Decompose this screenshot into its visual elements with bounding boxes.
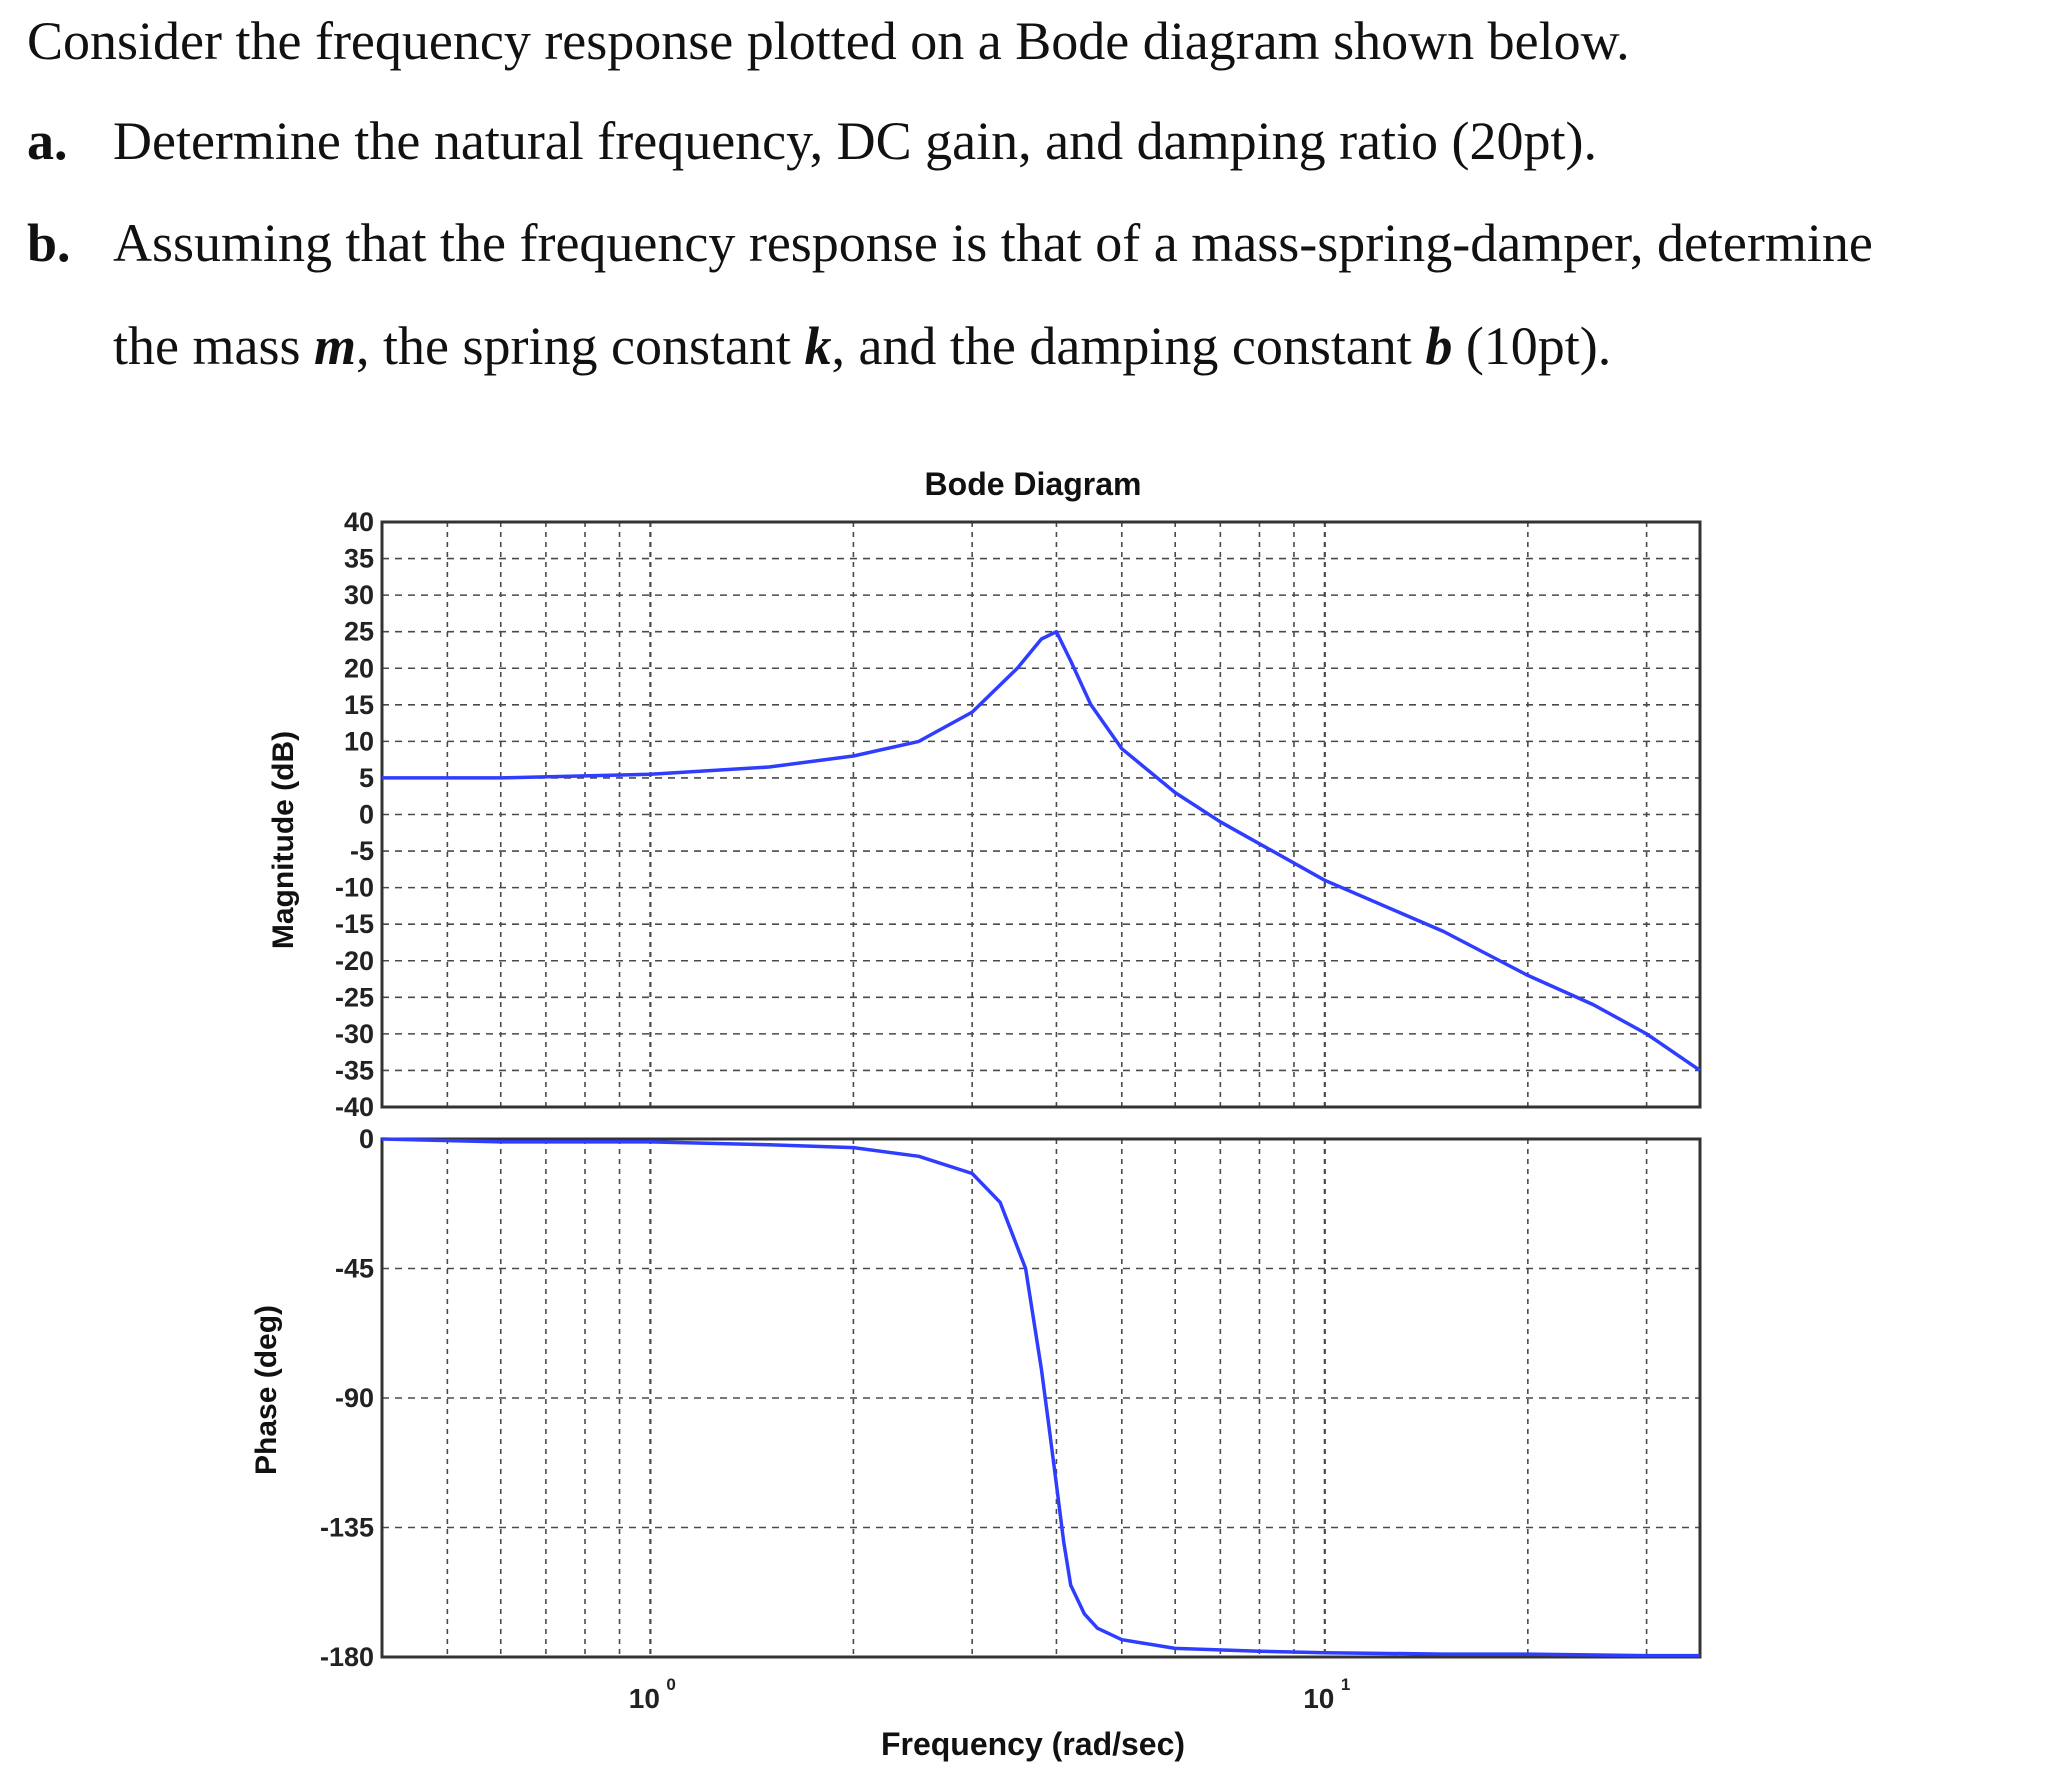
chart-title: Bode Diagram <box>925 466 1142 502</box>
question-part-a: a. Determine the natural frequency, DC ga… <box>27 114 1597 168</box>
question-part-b: b. Assuming that the frequency response i… <box>27 216 1873 270</box>
var-k: k <box>804 316 832 376</box>
y-tick-label: 40 <box>344 507 374 537</box>
y-tick-label: 20 <box>344 653 374 683</box>
part-a-text: Determine the natural frequency, DC gain… <box>113 111 1597 171</box>
phase-panel: 0 -45 -90 -135 -180 <box>320 1124 1702 1672</box>
magnitude-axis-label: Magnitude (dB) <box>267 731 300 949</box>
phase-curve <box>381 1137 1700 1658</box>
y-tick-label: -20 <box>335 946 374 976</box>
y-tick-label: 25 <box>344 617 374 647</box>
y-tick-label: 35 <box>344 544 374 574</box>
y-tick-label: -35 <box>335 1055 374 1085</box>
part-b-line2-mid2: , and the damping constant <box>831 316 1426 376</box>
y-tick-label: -135 <box>320 1513 374 1543</box>
y-tick-label: -15 <box>335 909 374 939</box>
x-axis-ticks: 10 0 10 1 <box>629 1675 1350 1714</box>
y-tick-label: -10 <box>335 873 374 903</box>
magnitude-panel: 40 35 30 25 20 15 10 5 0 -5 -10 -15 -20 -25 -30 -35 -40 <box>335 507 1702 1122</box>
part-a-letter: a. <box>27 111 68 171</box>
y-tick-label: -40 <box>335 1092 374 1122</box>
part-b-line1: Assuming that the frequency response is … <box>113 213 1873 273</box>
magnitude-curve <box>382 629 1701 1072</box>
y-tick-label: 0 <box>359 800 374 830</box>
y-tick-label: -180 <box>320 1642 374 1672</box>
x-tick-exponent: 0 <box>666 1675 675 1694</box>
y-tick-label: 15 <box>344 690 374 720</box>
plot-frame <box>380 1137 1702 1659</box>
part-b-line2-mid1: , the spring constant <box>356 316 805 376</box>
y-tick-label: -25 <box>335 982 374 1012</box>
phase-axis-label: Phase (deg) <box>250 1305 283 1475</box>
y-tick-label: 10 <box>344 726 374 756</box>
x-tick-label: 10 <box>629 1683 660 1714</box>
y-tick-label: -45 <box>335 1254 374 1284</box>
x-tick-exponent: 1 <box>1341 1675 1350 1694</box>
var-m: m <box>313 316 356 376</box>
part-b-line2-post: (10pt). <box>1452 316 1612 376</box>
y-tick-label: -90 <box>335 1383 374 1413</box>
y-tick-label: 30 <box>344 580 374 610</box>
y-tick-label: 0 <box>359 1124 374 1154</box>
y-tick-label: -30 <box>335 1019 374 1049</box>
part-b-letter: b. <box>27 213 71 273</box>
problem-intro: Consider the frequency response plotted … <box>27 11 1630 71</box>
x-axis-label: Frequency (rad/sec) <box>881 1726 1185 1762</box>
plot-frame <box>380 520 1702 1109</box>
x-tick-label: 10 <box>1303 1683 1334 1714</box>
question-part-b-line2: the mass m, the spring constant k, and t… <box>113 319 1611 373</box>
part-b-line2-pre: the mass <box>113 316 314 376</box>
y-tick-label: 5 <box>359 763 374 793</box>
var-b: b <box>1425 316 1453 376</box>
y-tick-label: -5 <box>350 836 374 866</box>
